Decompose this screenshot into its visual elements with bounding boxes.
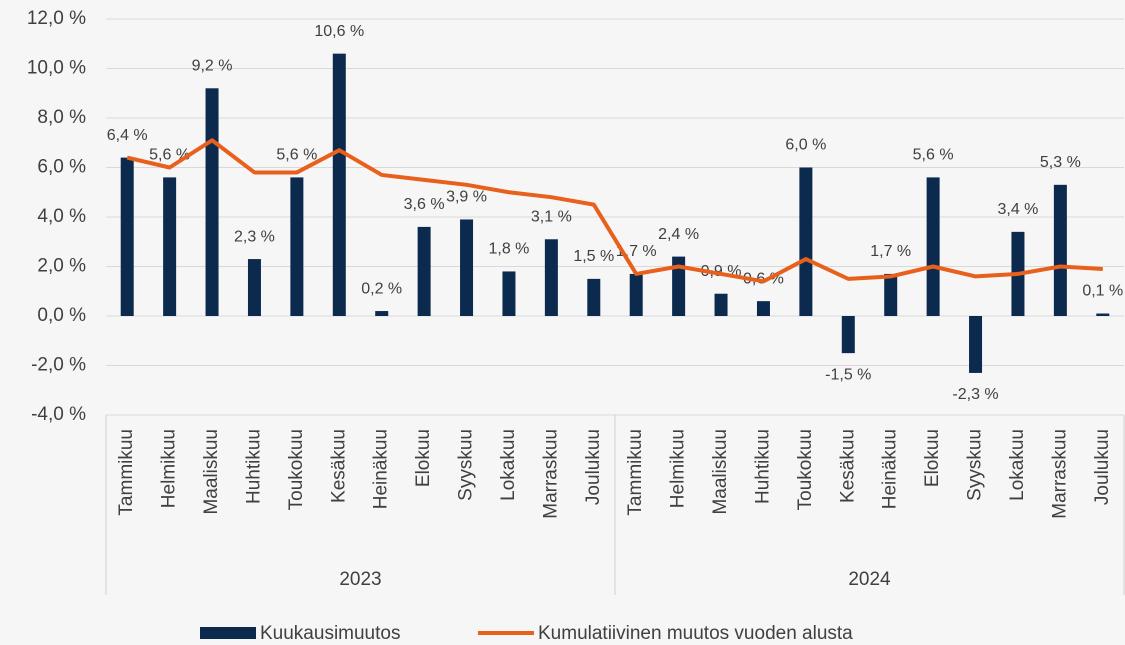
x-tick-label: Syyskuu (456, 429, 477, 501)
legend-label: Kumulatiivinen muutos vuoden alusta (538, 623, 853, 644)
bar (1096, 313, 1110, 316)
data-label: 5,3 % (1040, 154, 1081, 171)
data-label: 5,6 % (149, 147, 190, 164)
y-tick-label: 4,0 % (37, 206, 86, 227)
y-tick-label: 10,0 % (27, 58, 86, 79)
bar (672, 256, 686, 316)
x-tick-label: Huhtikuu (752, 429, 773, 504)
data-label: 6,4 % (107, 127, 148, 144)
x-tick-label: Syyskuu (965, 429, 986, 501)
data-label: 1,5 % (573, 248, 614, 265)
x-tick-label: Toukokuu (286, 429, 307, 510)
bar (332, 53, 346, 317)
legend-label: Kuukausimuutos (260, 623, 400, 644)
data-label: 3,4 % (997, 201, 1038, 218)
data-label: 5,6 % (276, 147, 317, 164)
y-tick-label: -2,0 % (31, 355, 86, 376)
data-label: 0,1 % (1082, 283, 1123, 300)
bar (1053, 184, 1067, 316)
x-tick-label: Elokuu (413, 429, 434, 487)
x-tick-label: Maaliskuu (710, 429, 731, 515)
bar (375, 311, 389, 316)
y-tick-label: 12,0 % (27, 8, 86, 29)
x-tick-label: Kesäkuu (328, 429, 349, 503)
x-tick-label: Helmikuu (159, 429, 180, 508)
x-tick-label: Kesäkuu (837, 429, 858, 503)
x-tick-label: Lokakuu (1007, 429, 1028, 501)
data-label: 5,6 % (913, 147, 954, 164)
x-tick-label: Joulukuu (583, 429, 604, 505)
y-tick-label: 2,0 % (37, 256, 86, 277)
bar (629, 273, 643, 316)
y-tick-label: 0,0 % (37, 305, 86, 326)
bar (460, 219, 474, 316)
bar (502, 271, 516, 316)
bar (120, 157, 134, 316)
data-label: 0,2 % (361, 280, 402, 297)
data-label: 2,4 % (658, 226, 699, 243)
x-tick-label: Lokakuu (498, 429, 519, 501)
data-label: 9,2 % (192, 58, 233, 75)
x-tick-label: Heinäkuu (371, 429, 392, 509)
x-tick-label: Tammikuu (625, 429, 646, 516)
x-tick-label: Elokuu (922, 429, 943, 487)
data-label: 3,6 % (404, 196, 445, 213)
group-label: 2023 (339, 569, 381, 590)
legend-swatch (200, 627, 256, 639)
bar (756, 301, 770, 316)
bar (290, 177, 304, 316)
x-tick-label: Huhtikuu (243, 429, 264, 504)
bar (205, 88, 219, 316)
bar (969, 316, 983, 373)
x-tick-label: Tammikuu (116, 429, 137, 516)
bar (417, 226, 431, 316)
data-label: 1,8 % (488, 241, 529, 258)
line (126, 138, 1103, 284)
bar (841, 316, 855, 354)
y-tick-label: 6,0 % (37, 157, 86, 178)
bar (714, 293, 728, 316)
data-label: 1,7 % (870, 243, 911, 260)
bar (884, 273, 898, 316)
bar (799, 167, 813, 316)
data-label: -2,3 % (952, 386, 998, 403)
group-label: 2024 (848, 569, 891, 590)
x-tick-label: Joulukuu (1092, 429, 1113, 505)
bar (163, 177, 177, 316)
bar (247, 259, 261, 316)
y-tick-label: 8,0 % (37, 107, 86, 128)
x-tick-label: Helmikuu (668, 429, 689, 508)
data-label: 10,6 % (314, 23, 364, 40)
bar (587, 278, 601, 316)
bar (926, 177, 940, 316)
data-label: 3,1 % (531, 208, 572, 225)
x-tick-label: Marraskuu (1049, 429, 1070, 519)
x-tick-label: Marraskuu (540, 429, 561, 519)
data-label: 2,3 % (234, 228, 275, 245)
x-tick-label: Toukokuu (795, 429, 816, 510)
data-label: -1,5 % (825, 366, 871, 383)
bar (544, 239, 558, 316)
x-tick-label: Maaliskuu (201, 429, 222, 515)
data-label: 3,9 % (446, 189, 487, 206)
data-label: 6,0 % (785, 137, 826, 154)
x-tick-label: Heinäkuu (880, 429, 901, 509)
y-tick-label: -4,0 % (31, 404, 86, 425)
